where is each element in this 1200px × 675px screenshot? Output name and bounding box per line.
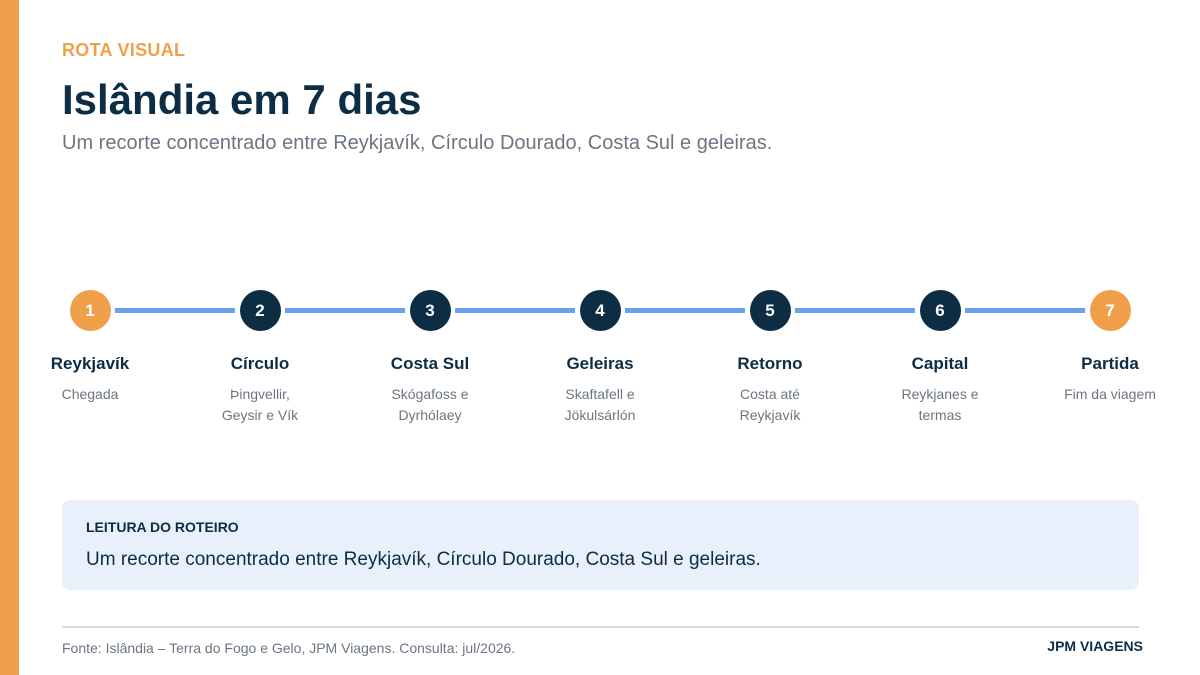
page-title: Islândia em 7 dias	[62, 76, 422, 123]
step-number-badge: 7	[1089, 290, 1131, 331]
step-number-badge: 4	[579, 290, 621, 331]
step-name: Reykjavík	[50, 354, 130, 373]
reading-text: Um recorte concentrado entre Reykjavík, …	[86, 549, 761, 570]
route-step: 3 Costa Sul Skógafoss e Dyrhólaey	[360, 290, 500, 426]
step-name: Geleiras	[566, 354, 634, 373]
accent-bar	[0, 0, 19, 675]
route-step: 2 Círculo Þingvellir, Geysir e Vík	[190, 290, 330, 426]
step-number-badge: 1	[69, 290, 111, 331]
step-description: Costa até Reykjavík	[739, 386, 801, 423]
step-number-badge: 3	[409, 290, 451, 331]
kicker: ROTA VISUAL	[62, 40, 186, 60]
route-connector	[795, 308, 915, 313]
step-name: Capital	[911, 354, 969, 373]
route-step: 4 Geleiras Skaftafell e Jökulsárlón	[530, 290, 670, 426]
reading-label: LEITURA DO ROTEIRO	[86, 519, 239, 535]
route-connector	[115, 308, 235, 313]
step-description: Þingvellir, Geysir e Vík	[221, 386, 299, 423]
step-name: Partida	[1081, 354, 1139, 373]
step-name: Círculo	[230, 354, 290, 373]
page-subtitle: Um recorte concentrado entre Reykjavík, …	[62, 132, 773, 154]
step-description: Skógafoss e Dyrhólaey	[391, 386, 469, 423]
reading-panel: LEITURA DO ROTEIRO Um recorte concentrad…	[62, 500, 1139, 590]
step-description: Reykjanes e termas	[901, 386, 979, 423]
route-connector	[965, 308, 1085, 313]
step-number-badge: 6	[919, 290, 961, 331]
step-number-badge: 5	[749, 290, 791, 331]
step-number-badge: 2	[239, 290, 281, 331]
step-description: Skaftafell e Jökulsárlón	[564, 386, 636, 423]
route-connector	[285, 308, 405, 313]
route-connector	[455, 308, 575, 313]
route-step: 5 Retorno Costa até Reykjavík	[700, 290, 840, 426]
route-connector	[625, 308, 745, 313]
step-description: Fim da viagem	[1064, 386, 1156, 402]
step-name: Costa Sul	[390, 354, 470, 373]
source-note: Fonte: Islândia – Terra do Fogo e Gelo, …	[62, 640, 516, 656]
route-step: 7 Partida Fim da viagem	[1040, 290, 1180, 405]
brand-logo-text: JPM VIAGENS	[1047, 638, 1143, 654]
route-step: 6 Capital Reykjanes e termas	[870, 290, 1010, 426]
step-description: Chegada	[61, 386, 119, 402]
footer-divider	[62, 626, 1139, 628]
route-step: 1 Reykjavík Chegada	[20, 290, 160, 405]
step-name: Retorno	[737, 354, 803, 373]
